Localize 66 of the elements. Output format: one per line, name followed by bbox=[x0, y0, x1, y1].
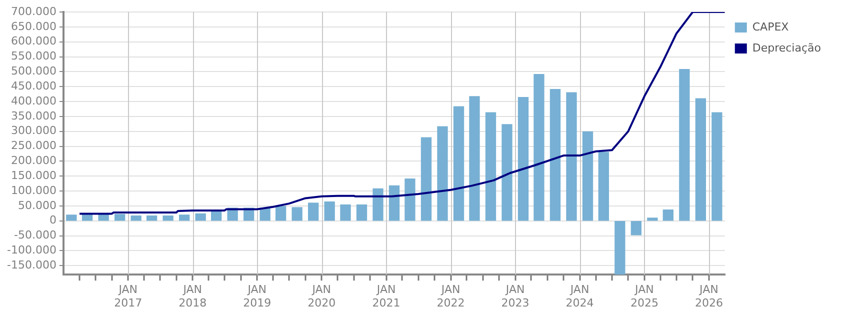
y-tick-label: 650.000 bbox=[10, 20, 56, 33]
legend-label: CAPEX bbox=[752, 20, 790, 34]
bar bbox=[146, 215, 158, 221]
bar bbox=[534, 74, 544, 221]
bar bbox=[178, 214, 190, 221]
bar bbox=[66, 214, 77, 221]
bar bbox=[566, 92, 577, 221]
x-tick-label: JAN 2021 bbox=[372, 283, 400, 310]
bar bbox=[275, 206, 286, 221]
x-tick-label: JAN 2018 bbox=[178, 283, 207, 310]
y-tick-label: 250.000 bbox=[10, 139, 56, 152]
bar bbox=[437, 126, 448, 221]
y-tick-label: 300.000 bbox=[10, 124, 56, 138]
bar bbox=[614, 221, 626, 275]
y-tick-label: 0 bbox=[49, 214, 56, 227]
bar bbox=[630, 221, 642, 236]
y-tick-label: 700.000 bbox=[10, 4, 56, 18]
bar bbox=[114, 214, 126, 221]
y-tick-label: 350.000 bbox=[10, 109, 56, 122]
bar bbox=[308, 202, 319, 221]
y-tick-label: 150.000 bbox=[10, 168, 56, 182]
y-tick-label: 400.000 bbox=[10, 94, 56, 108]
y-tick-label: 100.000 bbox=[10, 184, 56, 197]
legend-label: Depreciação bbox=[752, 41, 822, 54]
bar bbox=[388, 185, 400, 221]
y-tick-label: 50.000 bbox=[18, 198, 56, 212]
bar bbox=[582, 131, 594, 221]
x-tick-label: JAN 2024 bbox=[566, 283, 594, 310]
bar bbox=[647, 218, 658, 221]
y-tick-label: 600.000 bbox=[10, 34, 56, 48]
y-tick-label: 500.000 bbox=[10, 64, 56, 78]
bar bbox=[695, 98, 706, 221]
bar bbox=[404, 178, 416, 221]
bar bbox=[598, 152, 609, 221]
x-tick-label: JAN 2020 bbox=[308, 283, 336, 310]
y-tick-label: 550.000 bbox=[10, 50, 56, 63]
x-tick-label: JAN 2017 bbox=[114, 283, 142, 310]
bar bbox=[324, 201, 335, 221]
y-tick-label: 200.000 bbox=[10, 154, 56, 168]
x-tick-label: JAN 2023 bbox=[501, 283, 530, 310]
bar bbox=[518, 97, 529, 221]
x-tick-label: JAN 2022 bbox=[436, 283, 465, 310]
bar bbox=[162, 215, 174, 221]
bar bbox=[340, 204, 351, 221]
bar bbox=[502, 124, 512, 221]
bar bbox=[372, 188, 384, 221]
x-tick-label: JAN 2026 bbox=[694, 283, 723, 310]
bar bbox=[485, 112, 496, 221]
bar bbox=[679, 68, 690, 221]
y-tick-label: -150.000 bbox=[6, 258, 56, 272]
y-tick-label: -100.000 bbox=[6, 244, 56, 257]
bar bbox=[210, 211, 222, 221]
x-tick-label: JAN 2025 bbox=[630, 283, 658, 310]
bar bbox=[662, 210, 674, 221]
bar bbox=[469, 96, 480, 221]
bar bbox=[712, 112, 722, 221]
bar bbox=[453, 106, 464, 221]
y-tick-label: -50.000 bbox=[14, 228, 56, 242]
bar bbox=[130, 215, 142, 221]
bar bbox=[356, 204, 368, 221]
bar bbox=[420, 137, 432, 221]
bar bbox=[292, 207, 302, 221]
bar bbox=[195, 213, 206, 221]
x-tick-label: JAN 2019 bbox=[243, 283, 272, 310]
bar bbox=[550, 88, 561, 221]
y-tick-label: 450.000 bbox=[10, 79, 56, 92]
